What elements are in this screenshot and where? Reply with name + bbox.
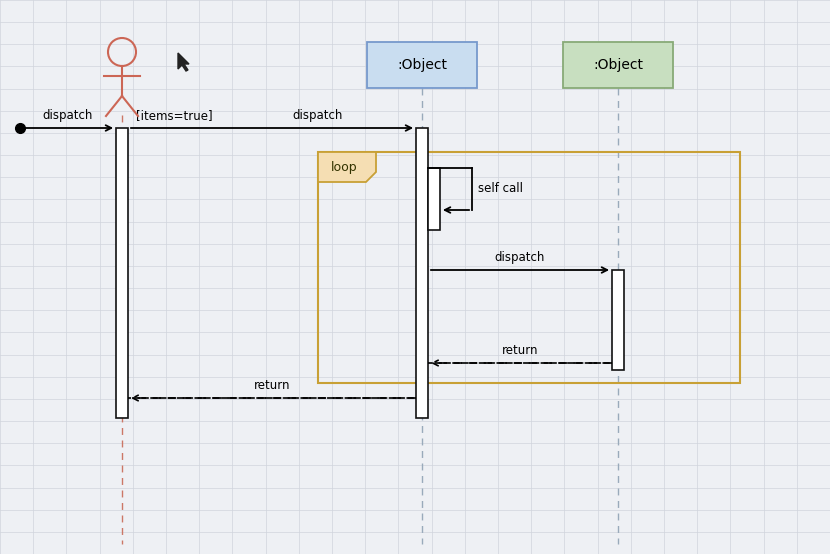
Text: [items=true]: [items=true] [136,109,212,122]
Text: dispatch: dispatch [495,251,545,264]
Polygon shape [318,152,376,182]
Text: return: return [254,379,290,392]
Bar [367,42,477,88]
Text: dispatch: dispatch [292,109,343,122]
Text: self call: self call [478,182,523,196]
Text: loop: loop [330,161,357,173]
Bar [318,152,740,383]
Text: dispatch: dispatch [43,109,93,122]
Polygon shape [178,53,189,71]
Text: :Object: :Object [397,58,447,72]
Bar [612,270,624,370]
Bar [116,128,128,418]
Bar [428,168,440,230]
Text: return: return [502,344,538,357]
Text: :Object: :Object [593,58,643,72]
Bar [416,128,428,418]
Bar [563,42,673,88]
